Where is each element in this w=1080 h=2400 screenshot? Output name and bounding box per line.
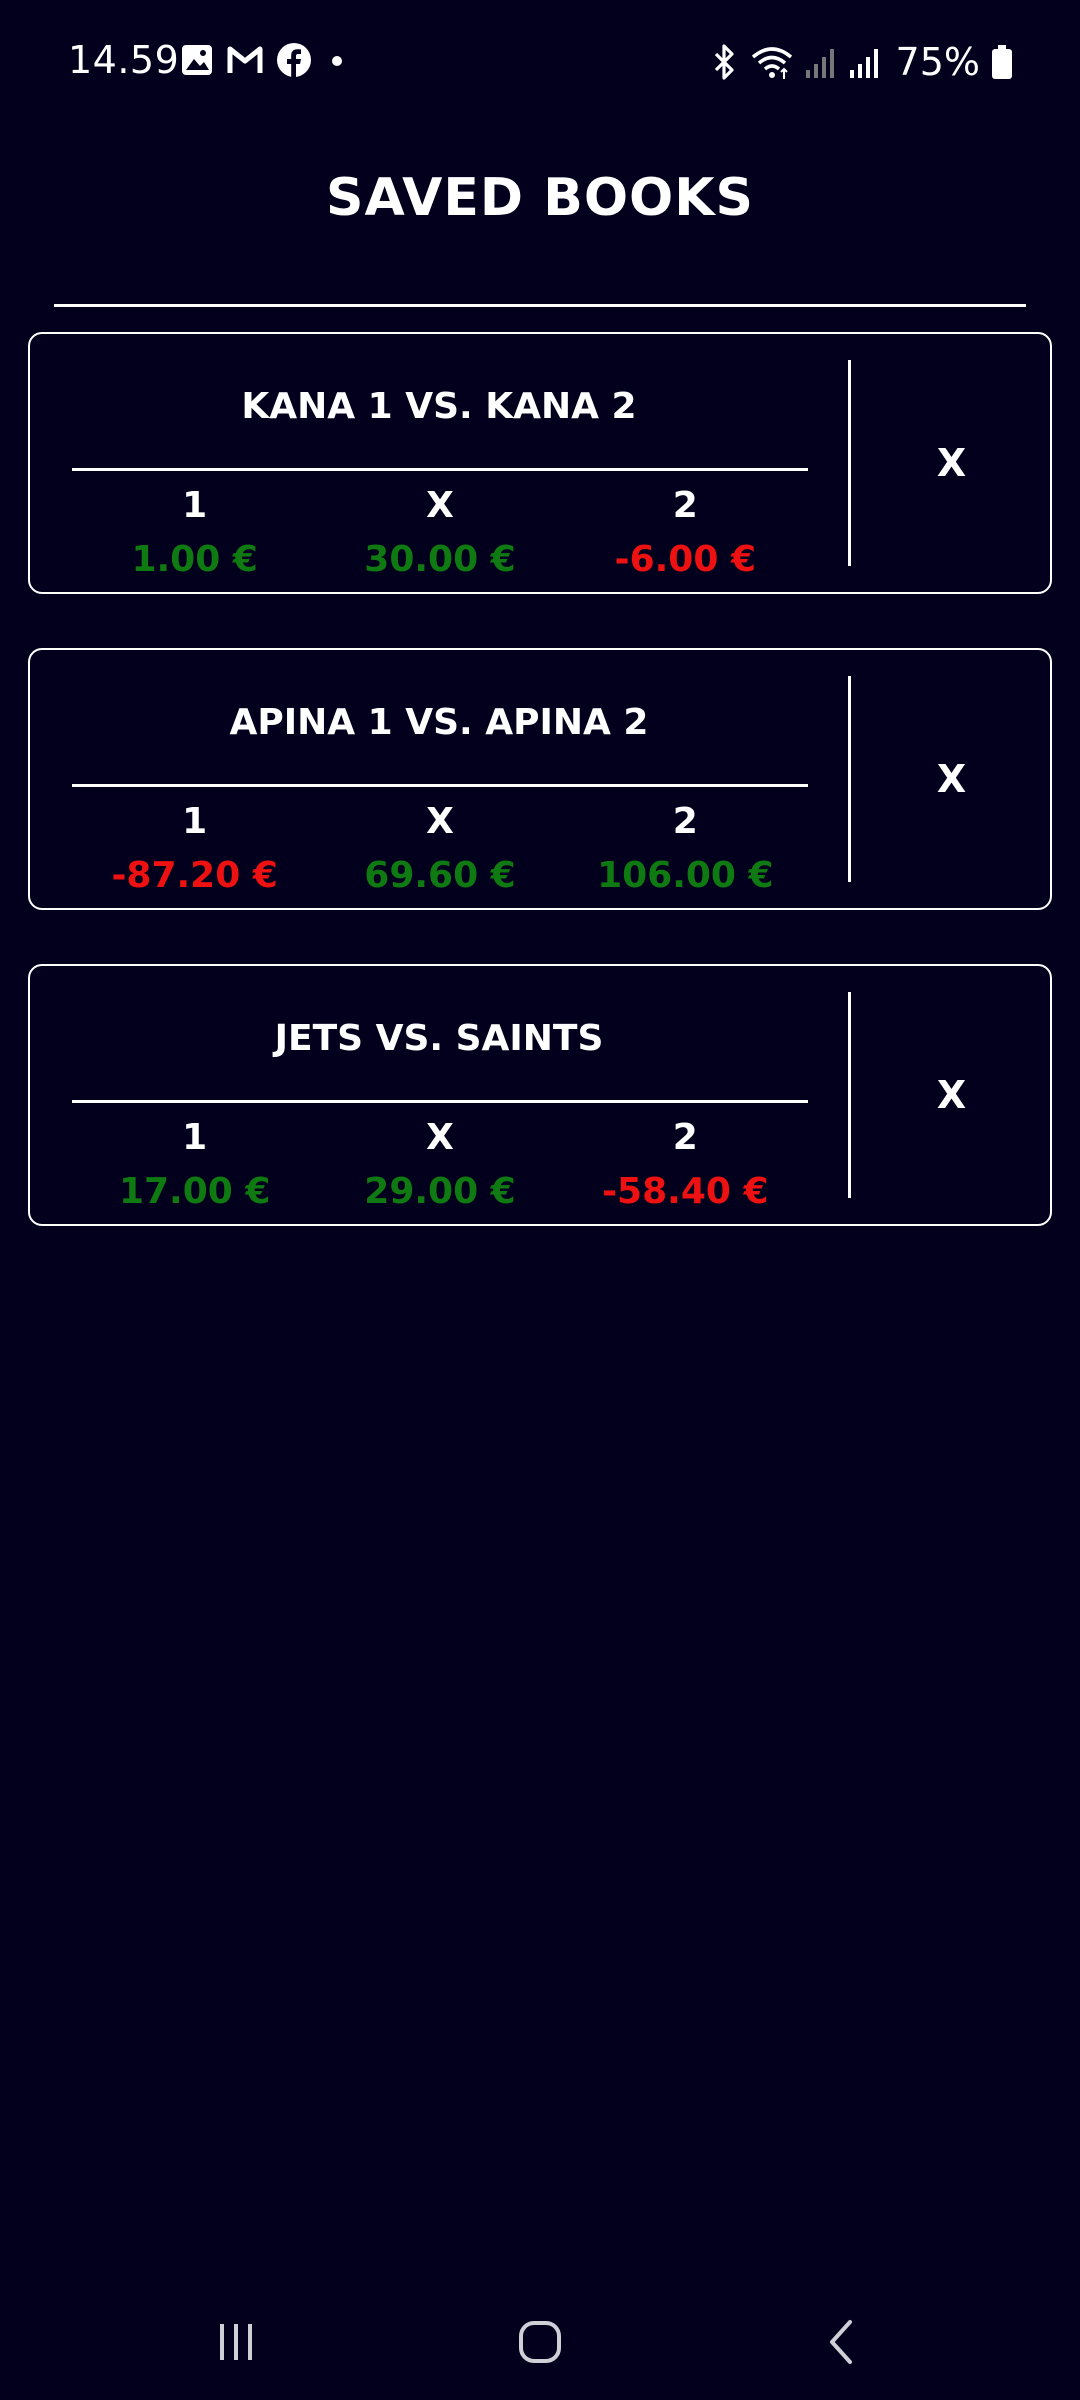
book-summary[interactable]: JETS VS. SAINTS 1 17.00 € X 29.00 € 2 -5… bbox=[30, 966, 848, 1226]
outcome-value: 69.60 € bbox=[364, 855, 516, 896]
outcome-home: 1 1.00 € bbox=[72, 482, 317, 586]
book-summary[interactable]: APINA 1 VS. APINA 2 1 -87.20 € X 69.60 €… bbox=[30, 650, 848, 910]
book-title: JETS VS. SAINTS bbox=[274, 1018, 604, 1059]
card-divider bbox=[848, 676, 851, 882]
book-divider bbox=[72, 468, 808, 471]
bluetooth-icon bbox=[710, 43, 740, 81]
gallery-icon bbox=[180, 43, 214, 77]
navigation-bar bbox=[0, 2280, 1080, 2400]
outcome-draw: X 29.00 € bbox=[317, 1114, 562, 1218]
outcome-value: 1.00 € bbox=[131, 539, 258, 580]
outcome-draw: X 30.00 € bbox=[317, 482, 562, 586]
book-card[interactable]: KANA 1 VS. KANA 2 1 1.00 € X 30.00 € 2 -… bbox=[28, 332, 1052, 594]
outcome-value: -58.40 € bbox=[602, 1171, 769, 1212]
outcomes-row: 1 -87.20 € X 69.60 € 2 106.00 € bbox=[72, 798, 808, 902]
delete-book-button[interactable]: X bbox=[936, 757, 967, 801]
saved-books-list: KANA 1 VS. KANA 2 1 1.00 € X 30.00 € 2 -… bbox=[28, 332, 1052, 1280]
book-divider bbox=[72, 784, 808, 787]
outcome-label: 1 bbox=[182, 1117, 208, 1158]
status-time: 14.59 bbox=[68, 38, 180, 82]
outcomes-row: 1 17.00 € X 29.00 € 2 -58.40 € bbox=[72, 1114, 808, 1218]
book-title: KANA 1 VS. KANA 2 bbox=[241, 386, 637, 427]
card-divider bbox=[848, 992, 851, 1198]
outcome-label: X bbox=[426, 485, 454, 526]
outcome-label: 1 bbox=[182, 801, 208, 842]
wifi-icon bbox=[750, 43, 794, 81]
recents-button[interactable] bbox=[176, 2304, 296, 2384]
battery-icon bbox=[990, 43, 1014, 81]
home-icon bbox=[517, 2319, 563, 2369]
delete-book-button[interactable]: X bbox=[936, 1073, 967, 1117]
outcome-away: 2 106.00 € bbox=[563, 798, 808, 902]
book-card[interactable]: JETS VS. SAINTS 1 17.00 € X 29.00 € 2 -5… bbox=[28, 964, 1052, 1226]
book-title: APINA 1 VS. APINA 2 bbox=[229, 702, 649, 743]
system-icons: 75% bbox=[710, 40, 1014, 84]
book-divider bbox=[72, 1100, 808, 1103]
book-summary[interactable]: KANA 1 VS. KANA 2 1 1.00 € X 30.00 € 2 -… bbox=[30, 334, 848, 594]
outcome-label: X bbox=[426, 801, 454, 842]
back-icon bbox=[822, 2318, 862, 2370]
signal-icon bbox=[804, 44, 838, 80]
outcome-value: 29.00 € bbox=[364, 1171, 516, 1212]
outcome-home: 1 -87.20 € bbox=[72, 798, 317, 902]
outcome-home: 1 17.00 € bbox=[72, 1114, 317, 1218]
home-button[interactable] bbox=[480, 2304, 600, 2384]
outcome-value: -87.20 € bbox=[111, 855, 278, 896]
outcome-value: 17.00 € bbox=[118, 1171, 271, 1212]
gmail-icon bbox=[226, 43, 264, 77]
card-divider bbox=[848, 360, 851, 566]
book-card[interactable]: APINA 1 VS. APINA 2 1 -87.20 € X 69.60 €… bbox=[28, 648, 1052, 910]
title-divider bbox=[54, 304, 1026, 307]
outcome-label: 2 bbox=[672, 485, 698, 526]
dot-icon bbox=[324, 43, 350, 77]
outcome-away: 2 -6.00 € bbox=[563, 482, 808, 586]
outcome-label: 2 bbox=[672, 1117, 698, 1158]
outcome-value: 106.00 € bbox=[597, 855, 774, 896]
outcome-away: 2 -58.40 € bbox=[563, 1114, 808, 1218]
outcome-label: X bbox=[426, 1117, 454, 1158]
status-bar: 14.59 bbox=[0, 0, 1080, 120]
battery-percent: 75% bbox=[895, 40, 980, 84]
page-title: SAVED BOOKS bbox=[326, 168, 754, 228]
recents-icon bbox=[214, 2320, 258, 2368]
delete-book-button[interactable]: X bbox=[936, 441, 967, 485]
outcome-label: 2 bbox=[672, 801, 698, 842]
outcome-value: -6.00 € bbox=[614, 539, 756, 580]
outcome-value: 30.00 € bbox=[364, 539, 516, 580]
notification-icons bbox=[180, 42, 350, 78]
facebook-icon bbox=[276, 42, 312, 78]
signal-icon bbox=[848, 44, 882, 80]
outcomes-row: 1 1.00 € X 30.00 € 2 -6.00 € bbox=[72, 482, 808, 586]
back-button[interactable] bbox=[782, 2304, 902, 2384]
outcome-label: 1 bbox=[182, 485, 208, 526]
outcome-draw: X 69.60 € bbox=[317, 798, 562, 902]
